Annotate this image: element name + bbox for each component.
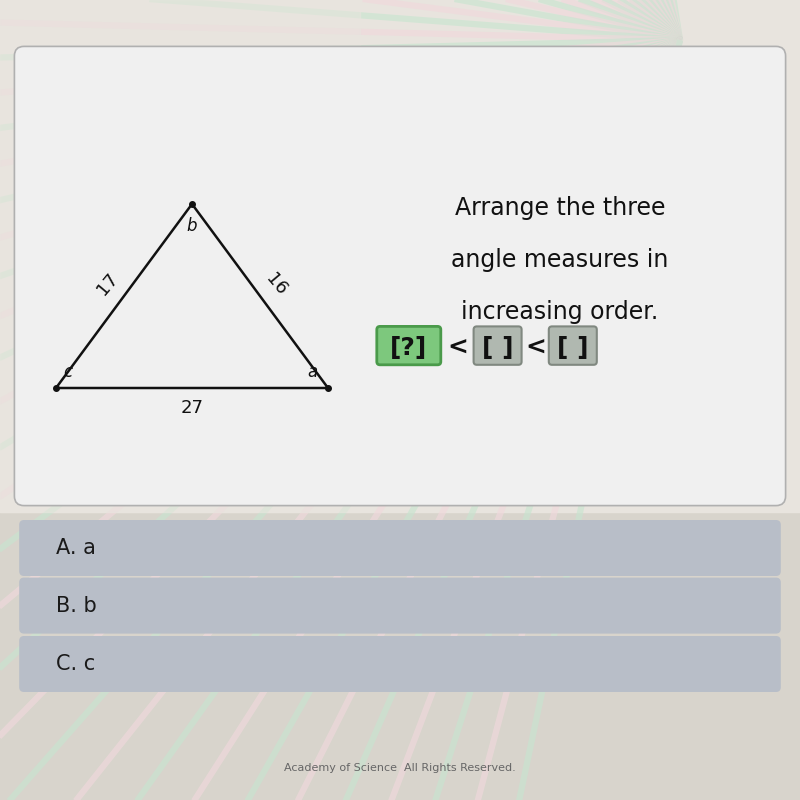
- Text: [ ]: [ ]: [557, 336, 589, 360]
- Text: angle measures in: angle measures in: [451, 248, 669, 272]
- Text: C. c: C. c: [56, 654, 95, 674]
- Text: a: a: [307, 363, 317, 381]
- Text: 17: 17: [94, 270, 122, 298]
- FancyBboxPatch shape: [19, 578, 781, 634]
- Text: <: <: [447, 336, 468, 360]
- FancyBboxPatch shape: [14, 46, 786, 506]
- Text: Academy of Science  All Rights Reserved.: Academy of Science All Rights Reserved.: [284, 763, 516, 773]
- FancyBboxPatch shape: [474, 326, 522, 365]
- Text: B. b: B. b: [56, 595, 97, 616]
- Text: c: c: [63, 363, 73, 381]
- Text: 16: 16: [262, 270, 290, 298]
- Text: b: b: [186, 217, 198, 234]
- FancyBboxPatch shape: [19, 636, 781, 692]
- Text: A. a: A. a: [56, 538, 96, 558]
- Text: <: <: [526, 336, 546, 360]
- Text: Arrange the three: Arrange the three: [454, 196, 666, 220]
- Text: 27: 27: [181, 399, 203, 417]
- Text: [?]: [?]: [390, 336, 427, 360]
- FancyBboxPatch shape: [377, 326, 441, 365]
- FancyBboxPatch shape: [19, 520, 781, 576]
- FancyBboxPatch shape: [549, 326, 597, 365]
- Text: increasing order.: increasing order.: [462, 300, 658, 324]
- Text: [ ]: [ ]: [482, 336, 514, 360]
